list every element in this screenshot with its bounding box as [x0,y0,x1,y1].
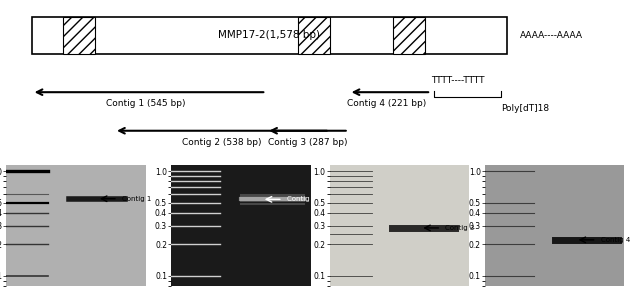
Text: Contig 1 (545 bp): Contig 1 (545 bp) [106,99,186,108]
Text: Contig 2 (538 bp): Contig 2 (538 bp) [182,138,262,147]
Text: TTTT----TTTT: TTTT----TTTT [431,76,484,85]
Text: Contig 4 (221 bp): Contig 4 (221 bp) [347,99,426,108]
Text: Contig 2: Contig 2 [287,196,316,202]
Text: MMP17-2(1,578 bp): MMP17-2(1,578 bp) [219,30,320,40]
Bar [32,17,507,54]
Text: Poly[dT]18: Poly[dT]18 [501,104,549,114]
Text: Contig 1: Contig 1 [122,196,152,202]
Text: AAAA----AAAA: AAAA----AAAA [520,31,583,40]
Text: Contig 3: Contig 3 [446,225,475,231]
Bar [63,17,95,54]
Bar [393,17,425,54]
Bar [298,17,330,54]
Text: Contig 3 (287 bp): Contig 3 (287 bp) [268,138,347,147]
Text: Contig 4: Contig 4 [601,237,630,243]
